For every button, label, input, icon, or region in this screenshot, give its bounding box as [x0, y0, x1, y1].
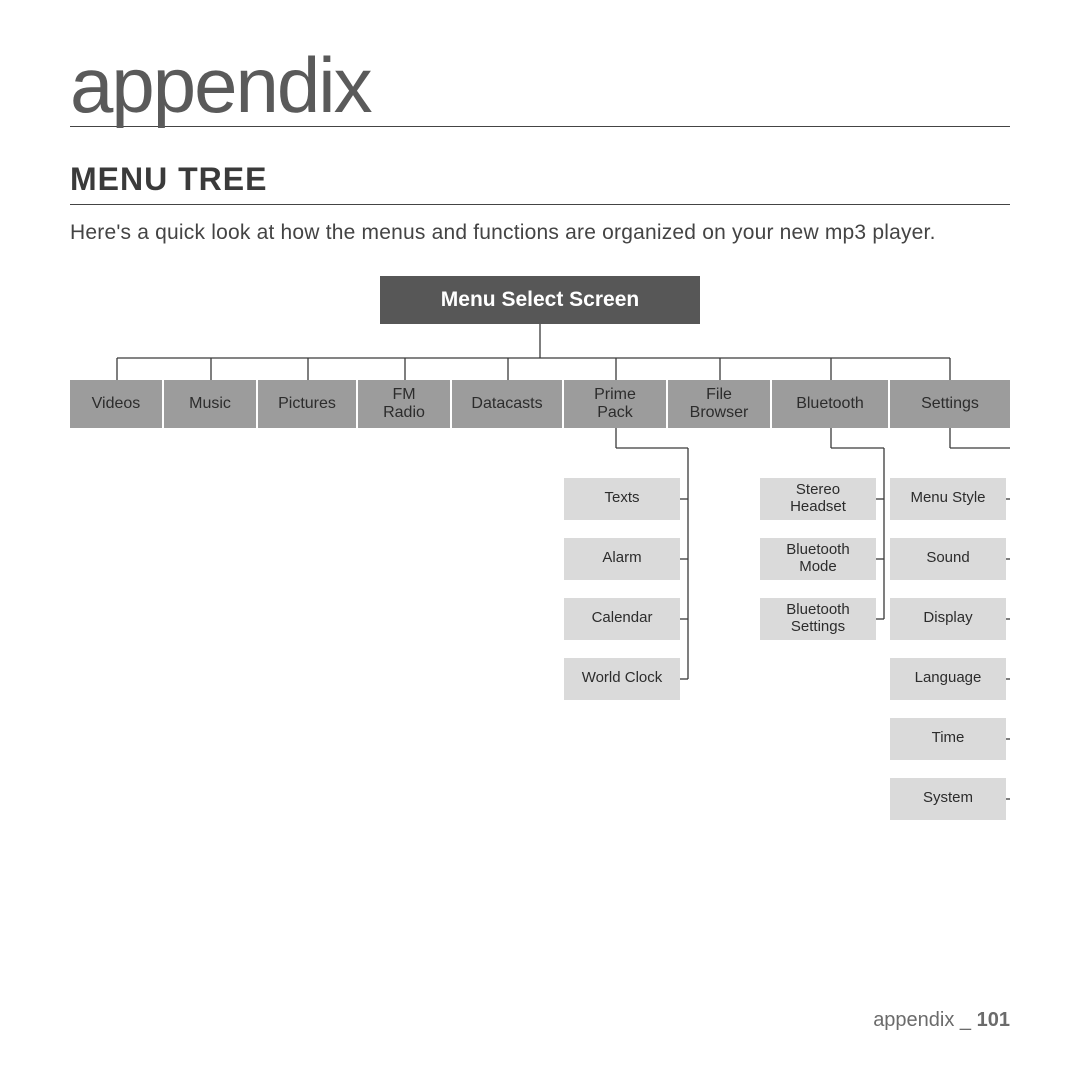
tree-level1-item: Datacasts: [452, 380, 564, 428]
tree-level1-item: Bluetooth: [772, 380, 890, 428]
tree-sub-item: Sound: [890, 538, 1006, 580]
tree-level1-row: VideosMusicPicturesFMRadioDatacastsPrime…: [70, 380, 1010, 428]
tree-level1-item: FMRadio: [358, 380, 452, 428]
page: appendix MENU TREE Here's a quick look a…: [70, 50, 1010, 836]
tree-root: Menu Select Screen: [380, 276, 700, 324]
tree-sub-item: Time: [890, 718, 1006, 760]
tree-sub-item: StereoHeadset: [760, 478, 876, 520]
tree-sub-item: System: [890, 778, 1006, 820]
footer-sep: _: [954, 1009, 976, 1031]
tree-sub-item: World Clock: [564, 658, 680, 700]
tree-sub-item: BluetoothMode: [760, 538, 876, 580]
tree-sub-item: Calendar: [564, 598, 680, 640]
tree-level1-item: FileBrowser: [668, 380, 772, 428]
tree-level1-item: PrimePack: [564, 380, 668, 428]
tree-sub-item: Alarm: [564, 538, 680, 580]
tree-sub-item: BluetoothSettings: [760, 598, 876, 640]
tree-sub-item: Language: [890, 658, 1006, 700]
tree-level1-item: Music: [164, 380, 258, 428]
intro-text: Here's a quick look at how the menus and…: [70, 219, 1010, 247]
tree-sub-item: Texts: [564, 478, 680, 520]
tree-sub-item: Menu Style: [890, 478, 1006, 520]
tree-level1-item: Pictures: [258, 380, 358, 428]
tree-level1-item: Videos: [70, 380, 164, 428]
page-title: appendix: [70, 50, 1010, 127]
page-footer: appendix _ 101: [873, 1009, 1010, 1032]
tree-sub-item: Display: [890, 598, 1006, 640]
section-title: MENU TREE: [70, 161, 1010, 205]
footer-page-number: 101: [977, 1009, 1010, 1031]
menu-tree-diagram: Menu Select Screen VideosMusicPicturesFM…: [70, 276, 1010, 836]
tree-level1-item: Settings: [890, 380, 1010, 428]
footer-label: appendix: [873, 1009, 954, 1031]
